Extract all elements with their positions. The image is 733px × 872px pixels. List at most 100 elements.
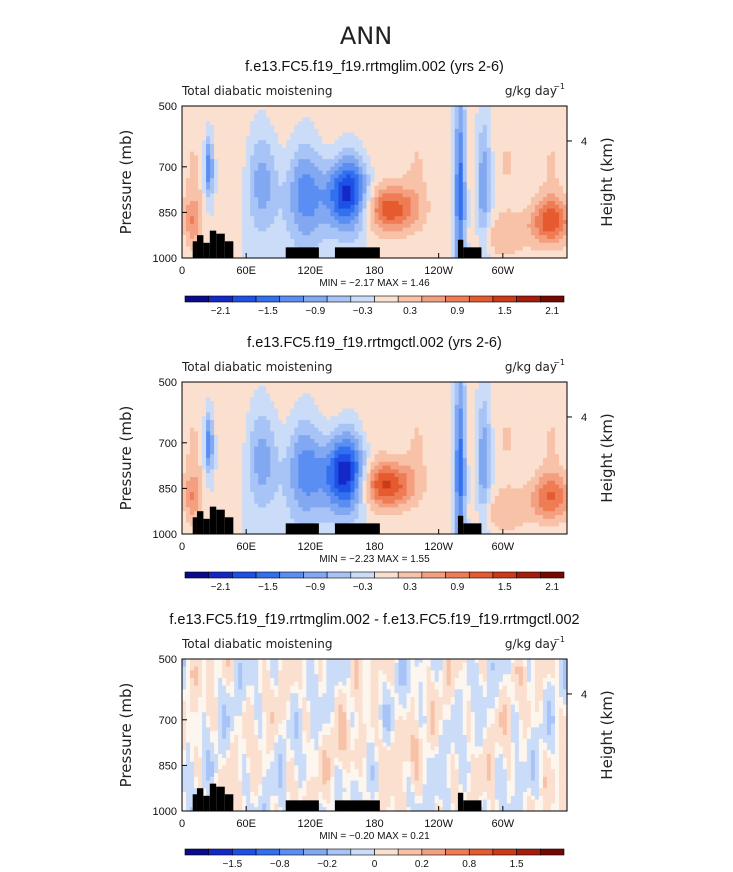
field-cell [402,197,408,202]
field-cell [206,393,211,398]
field-cell [362,106,368,111]
field-cell [342,121,348,126]
field-cell [462,397,468,402]
field-cell [202,401,207,406]
field-cell [534,235,540,240]
field-cell [242,144,247,149]
field-cell [326,250,331,255]
field-cell [334,147,340,153]
field-cell [246,170,251,175]
field-cell [474,231,480,236]
field-cell [402,174,408,179]
field-cell [246,223,251,229]
field-cell [290,401,295,406]
field-cell [298,404,303,410]
field-cell [498,420,504,425]
field-cell [374,185,380,191]
field-cell [222,393,227,398]
field-cell [438,170,444,175]
field-cell [478,178,484,183]
field-cell [238,140,243,145]
field-cell [530,246,536,251]
field-cell [370,182,376,187]
field-cell [442,106,448,111]
field-cell [234,189,239,194]
field-cell [394,223,400,229]
field-cell [338,109,344,115]
field-cell [554,389,560,394]
field-cell [438,254,444,259]
field-cell [238,401,243,406]
field-cell [202,106,207,111]
field-cell [206,239,211,244]
field-cell [210,163,215,168]
field-cell [526,216,532,221]
field-cell [306,189,311,194]
field-cell [502,170,508,175]
field-cell [286,220,291,225]
field-cell [434,193,440,198]
field-cell [194,389,199,394]
field-cell [514,246,520,251]
field-cell [290,389,295,394]
field-cell [294,389,299,394]
field-cell [294,128,299,134]
field-cell [378,128,384,134]
field-cell [466,125,472,130]
field-cell [482,397,488,402]
field-cell [206,140,211,145]
field-cell [318,117,323,122]
field-cell [214,166,219,172]
field-cell [386,208,392,213]
field-cell [278,106,283,111]
field-cell [318,170,323,175]
field-cell [230,159,235,164]
field-cell [430,140,436,145]
field-cell [402,136,408,141]
field-cell [438,178,444,183]
field-cell [446,420,452,425]
field-cell [362,393,368,398]
field-cell [446,393,452,398]
field-cell [374,208,380,213]
field-cell [270,385,275,391]
field-cell [266,423,271,429]
field-cell [314,231,319,236]
field-cell [302,227,307,232]
field-cell [434,159,440,164]
field-cell [546,412,552,417]
field-cell [530,197,536,202]
field-cell [222,189,227,194]
field-cell [374,416,380,421]
field-cell [270,174,275,179]
field-cell [518,220,524,225]
field-cell [222,385,227,391]
field-cell [482,227,488,232]
field-cell [210,212,215,217]
field-cell [398,246,404,251]
field-cell [562,185,568,191]
field-cell [182,212,187,217]
field-cell [322,416,327,421]
field-cell [250,106,255,111]
field-cell [322,404,327,410]
field-cell [342,109,348,115]
field-cell [218,412,223,417]
field-cell [218,189,223,194]
field-cell [378,208,384,213]
field-cell [234,412,239,417]
field-cell [350,155,356,160]
field-cell [390,174,396,179]
field-cell [314,235,319,240]
field-cell [358,242,364,248]
field-cell [542,412,548,417]
field-cell [546,140,552,145]
field-cell [366,197,372,202]
field-cell [238,220,243,225]
field-cell [422,178,428,183]
field-cell [326,155,331,160]
field-cell [422,220,428,225]
field-cell [222,220,227,225]
field-cell [206,382,211,387]
field-cell [538,174,544,179]
